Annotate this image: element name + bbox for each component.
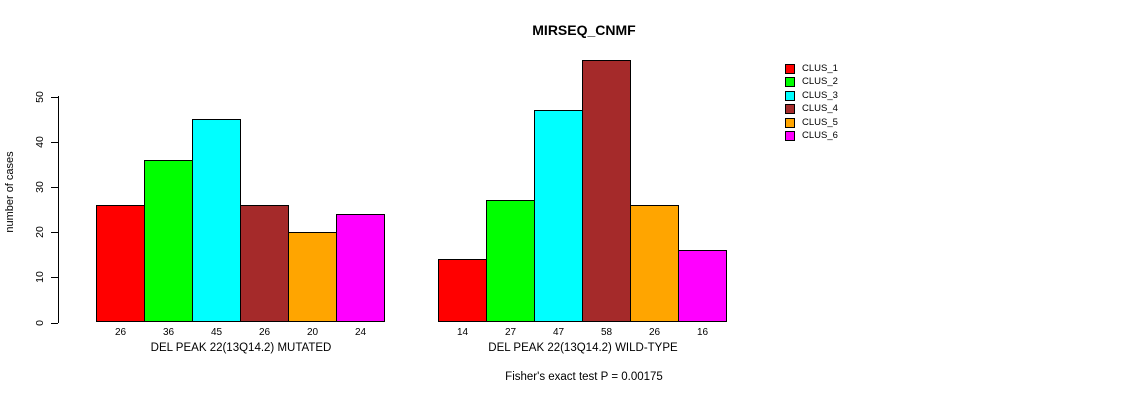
group-label-wildtype: DEL PEAK 22(13Q14.2) WILD-TYPE: [488, 342, 678, 354]
legend-item-clus_4: CLUS_4: [785, 103, 838, 117]
legend-label: CLUS_6: [802, 130, 838, 142]
bar-clus_3-group2: [534, 110, 583, 323]
bar-clus_4-group1: [240, 204, 289, 323]
bar-value-label: 20: [306, 327, 319, 338]
bar-value-label: 45: [210, 327, 223, 338]
bar-clus_5-group1: [288, 232, 337, 323]
bar-value-label: 24: [354, 327, 367, 338]
bar-clus_6-group2: [678, 250, 727, 323]
legend-swatch: [785, 63, 795, 74]
legend-item-clus_1: CLUS_1: [785, 62, 838, 76]
legend-label: CLUS_1: [802, 62, 838, 74]
bar-value-label: 26: [258, 327, 271, 338]
bar-clus_1-group2: [438, 259, 487, 323]
y-axis-title: number of cases: [4, 151, 16, 233]
y-tick-label: 50: [34, 90, 46, 103]
legend-item-clus_5: CLUS_5: [785, 116, 838, 130]
y-tick-mark: [51, 232, 58, 234]
bar-clus_4-group2: [582, 60, 631, 323]
legend-item-clus_3: CLUS_3: [785, 89, 838, 103]
bar-value-label: 36: [162, 327, 175, 338]
bar-clus_3-group1: [192, 119, 241, 323]
bar-clus_2-group2: [486, 200, 535, 323]
bar-value-label: 26: [114, 327, 127, 338]
legend-swatch: [785, 90, 795, 101]
bar-value-label: 14: [456, 327, 469, 338]
y-axis-line: [58, 96, 59, 323]
legend-label: CLUS_2: [802, 76, 838, 88]
y-tick-label: 10: [34, 271, 46, 284]
fisher-test-annotation: Fisher's exact test P = 0.00175: [505, 371, 663, 383]
y-tick-label: 30: [34, 181, 46, 193]
legend: CLUS_1 CLUS_2 CLUS_3 CLUS_4 CLUS_5 CLUS_6: [785, 62, 838, 143]
legend-label: CLUS_5: [802, 116, 838, 128]
chart-title: MIRSEQ_CNMF: [532, 22, 636, 38]
bar-clus_1-group1: [96, 204, 145, 323]
legend-item-clus_2: CLUS_2: [785, 76, 838, 90]
bar-value-label: 16: [696, 327, 709, 338]
bar-value-label: 58: [600, 327, 613, 338]
legend-swatch: [785, 117, 795, 128]
bar-value-label: 27: [504, 327, 517, 338]
legend-swatch: [785, 77, 795, 88]
y-tick-mark: [51, 277, 58, 279]
y-tick-mark: [51, 141, 58, 143]
y-tick-label: 40: [34, 135, 46, 148]
y-tick-mark: [51, 96, 58, 98]
y-tick-label: 20: [34, 226, 46, 238]
y-tick-mark: [51, 322, 58, 324]
bar-clus_5-group2: [630, 204, 679, 323]
bar-clus_6-group1: [336, 214, 385, 323]
y-tick-label: 0: [34, 319, 46, 326]
legend-label: CLUS_4: [802, 103, 838, 115]
bar-clus_2-group1: [144, 159, 193, 323]
bar-value-label: 26: [648, 327, 661, 338]
legend-swatch: [785, 104, 795, 115]
y-tick-mark: [51, 186, 58, 188]
group-label-mutated: DEL PEAK 22(13Q14.2) MUTATED: [150, 342, 332, 354]
legend-item-clus_6: CLUS_6: [785, 130, 838, 144]
legend-label: CLUS_3: [802, 89, 838, 101]
bar-value-label: 47: [552, 327, 565, 338]
legend-swatch: [785, 131, 795, 142]
